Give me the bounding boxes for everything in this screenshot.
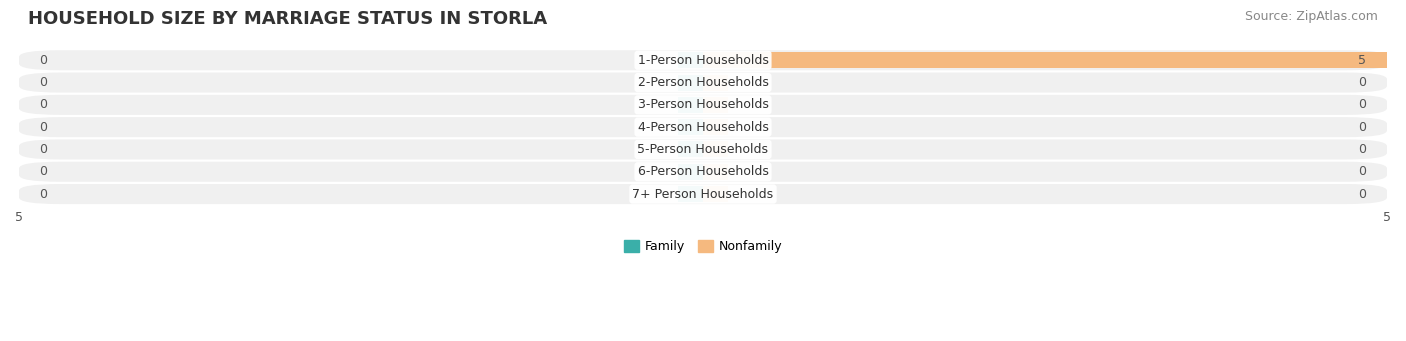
Text: 5-Person Households: 5-Person Households — [637, 143, 769, 156]
Text: Source: ZipAtlas.com: Source: ZipAtlas.com — [1244, 10, 1378, 23]
FancyBboxPatch shape — [20, 50, 1386, 70]
Text: 3-Person Households: 3-Person Households — [637, 98, 769, 112]
Bar — [678, 186, 703, 202]
Text: 0: 0 — [1358, 76, 1367, 89]
Bar — [703, 97, 728, 113]
Text: 4-Person Households: 4-Person Households — [637, 121, 769, 134]
Text: 0: 0 — [1358, 165, 1367, 178]
Text: 6-Person Households: 6-Person Households — [637, 165, 769, 178]
Bar — [678, 164, 703, 180]
Bar — [678, 97, 703, 113]
Text: HOUSEHOLD SIZE BY MARRIAGE STATUS IN STORLA: HOUSEHOLD SIZE BY MARRIAGE STATUS IN STO… — [28, 10, 547, 28]
Bar — [678, 142, 703, 158]
FancyBboxPatch shape — [20, 73, 1386, 93]
Text: 2-Person Households: 2-Person Households — [637, 76, 769, 89]
Text: 0: 0 — [39, 188, 48, 201]
Text: 0: 0 — [39, 76, 48, 89]
Text: 0: 0 — [39, 98, 48, 112]
Text: 0: 0 — [39, 143, 48, 156]
FancyBboxPatch shape — [20, 184, 1386, 204]
Text: 0: 0 — [1358, 98, 1367, 112]
Text: 0: 0 — [39, 165, 48, 178]
Bar — [703, 186, 728, 202]
Bar — [678, 52, 703, 68]
Text: 7+ Person Households: 7+ Person Households — [633, 188, 773, 201]
FancyBboxPatch shape — [20, 162, 1386, 182]
Legend: Family, Nonfamily: Family, Nonfamily — [619, 235, 787, 258]
Text: 0: 0 — [1358, 121, 1367, 134]
Text: 0: 0 — [39, 54, 48, 67]
Bar — [703, 52, 1386, 68]
Text: 5: 5 — [1358, 54, 1367, 67]
Text: 0: 0 — [39, 121, 48, 134]
Text: 1-Person Households: 1-Person Households — [637, 54, 769, 67]
FancyBboxPatch shape — [20, 139, 1386, 160]
Text: 0: 0 — [1358, 188, 1367, 201]
FancyBboxPatch shape — [20, 117, 1386, 137]
Bar — [703, 119, 728, 135]
Bar — [703, 164, 728, 180]
FancyBboxPatch shape — [20, 95, 1386, 115]
Bar — [703, 142, 728, 158]
Bar — [678, 75, 703, 91]
Text: 0: 0 — [1358, 143, 1367, 156]
Bar — [678, 119, 703, 135]
Bar — [703, 75, 728, 91]
